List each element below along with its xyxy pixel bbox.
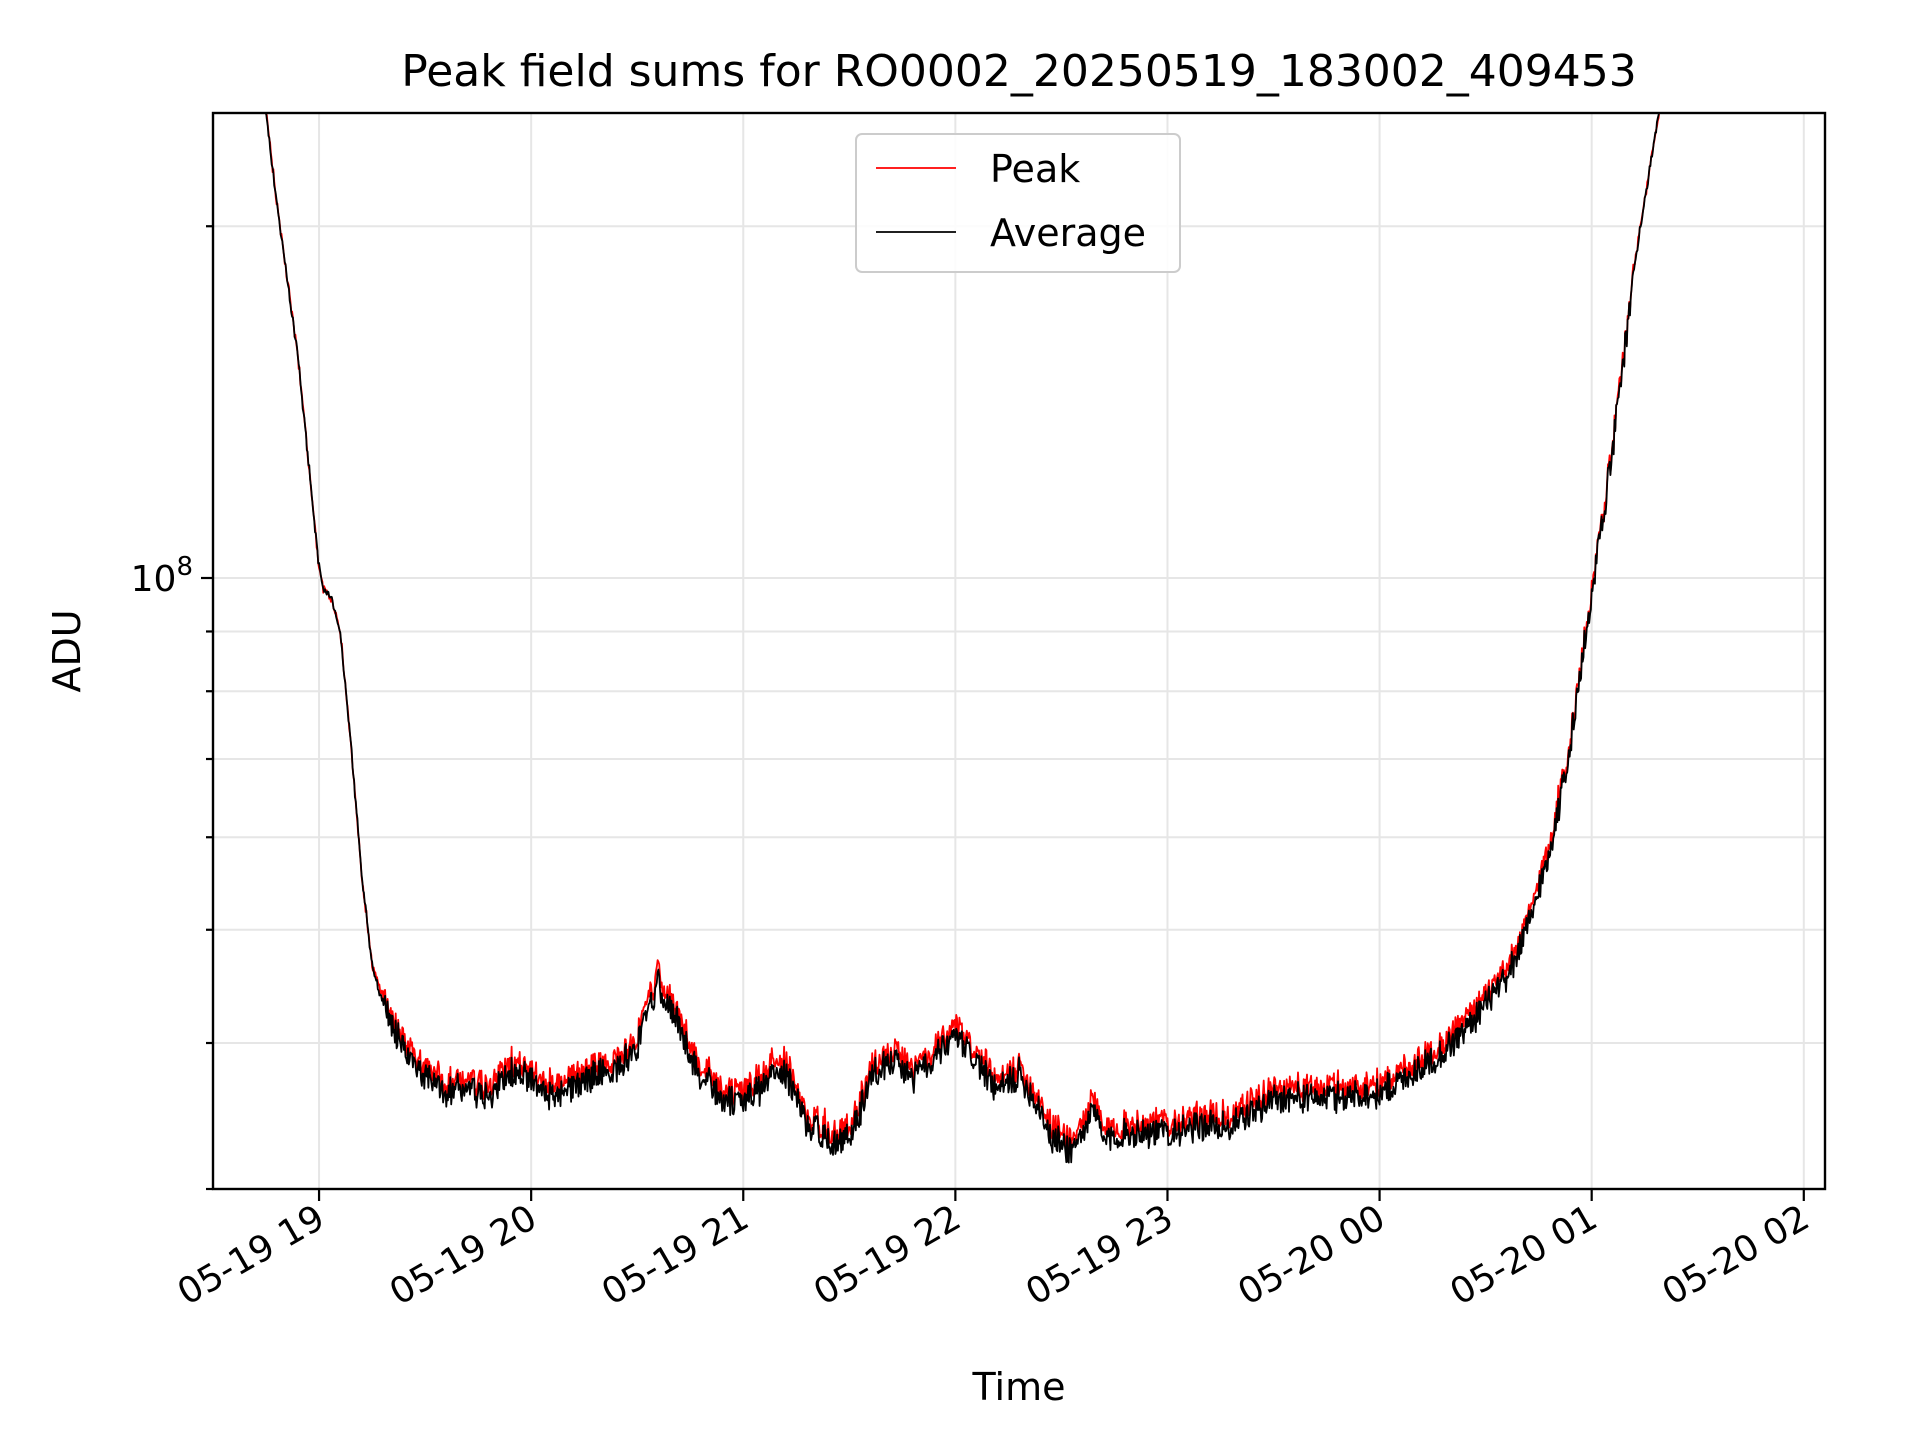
legend-label-peak: Peak (990, 147, 1080, 191)
legend: Peak Average (855, 133, 1181, 273)
series-layer (264, 113, 1661, 1164)
series-line-average (265, 113, 1660, 1164)
y-tick-label-0: 108 (131, 552, 193, 600)
chart-title: Peak field sums for RO0002_20250519_1830… (401, 46, 1637, 97)
x-axis-label: Time (972, 1365, 1066, 1409)
y-axis-label: ADU (45, 609, 89, 692)
legend-label-average: Average (990, 211, 1146, 255)
plot-frame (211, 111, 1827, 1191)
